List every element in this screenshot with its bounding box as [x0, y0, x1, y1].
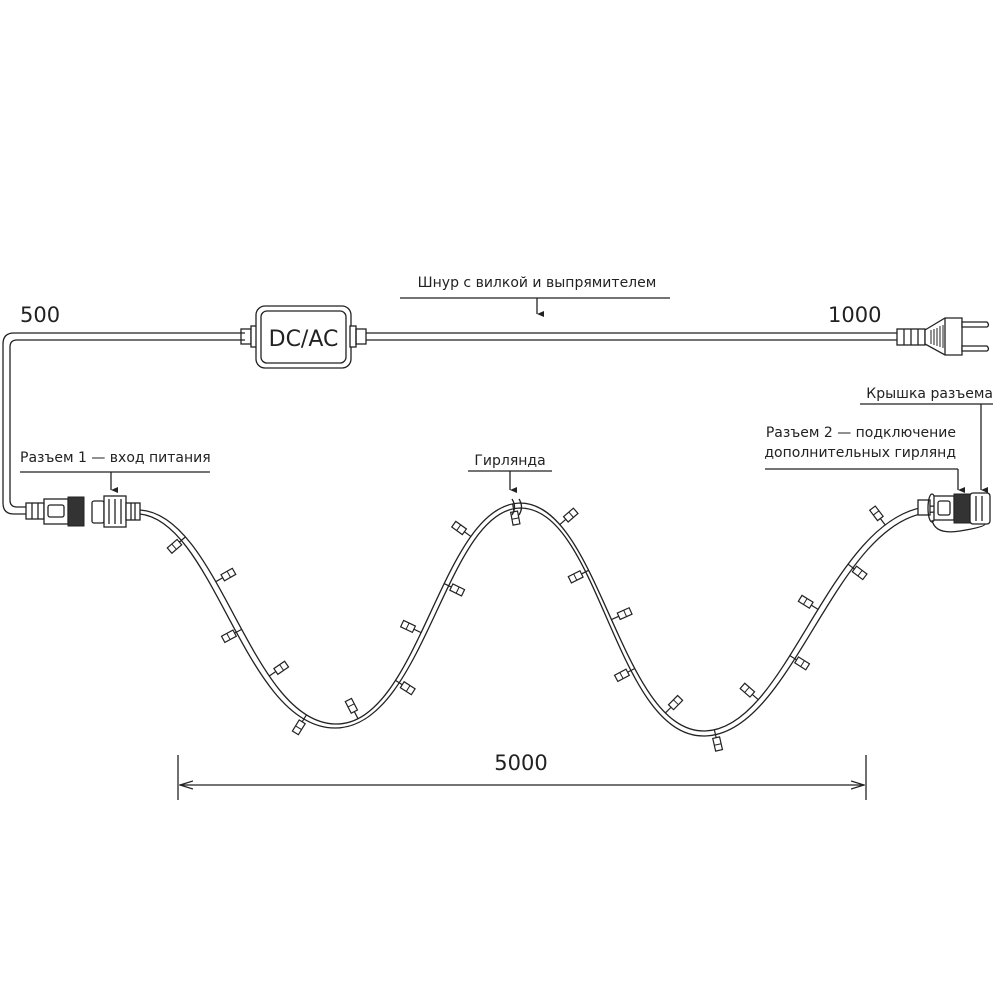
bulb-icon: [847, 563, 868, 581]
connector2-label-line2: дополнительных гирлянд: [764, 445, 956, 461]
connector2-label-line1: Разъем 2 — подключение: [766, 425, 956, 441]
garland-label: Гирлянда: [474, 453, 545, 469]
garland-length-label: 5000: [494, 751, 547, 775]
break-mark-icon: [511, 498, 523, 516]
cord-label: Шнур с вилкой и выпрямителем: [418, 275, 657, 291]
bulb-icon: [868, 505, 886, 526]
right-length-label: 1000: [828, 303, 881, 327]
power-cord-left: [2, 332, 245, 515]
garland: [139, 502, 936, 752]
bulb-icon: [215, 567, 237, 583]
bulb-icon: [450, 520, 472, 537]
bulb-icon: [399, 619, 422, 634]
bulb-icon: [611, 606, 633, 621]
connector1-female-icon: [91, 495, 141, 528]
connector1-male-icon: [25, 496, 85, 527]
bulb-icon: [395, 679, 416, 696]
bulb-icon: [166, 536, 186, 555]
connector-cap-icon: [931, 492, 991, 533]
dc-ac-converter: DC/AC: [240, 305, 367, 369]
connector2-icon: [917, 493, 971, 524]
left-length-label: 500: [20, 303, 60, 327]
bulb-icon: [443, 583, 466, 597]
bulb-icon: [220, 628, 242, 644]
bulb-icon: [789, 655, 811, 671]
power-plug-icon: [896, 317, 990, 356]
bulb-icon: [739, 682, 759, 701]
bulb-icon: [797, 594, 819, 610]
bulb-icon: [344, 697, 359, 719]
connector1-label: Разъем 1 — вход питания: [20, 450, 211, 466]
bulb-icon: [613, 667, 636, 683]
bulb-icon: [712, 729, 724, 752]
cap-label: Крышка разъема: [866, 386, 993, 402]
garland-length-dimension: 5000: [177, 751, 867, 800]
power-cord-right: [366, 332, 897, 341]
bulb-icon: [268, 660, 290, 677]
bulb-icon: [664, 694, 684, 714]
converter-label: DC/AC: [269, 327, 339, 352]
bulb-icon: [559, 507, 579, 526]
bulb-icon: [291, 714, 307, 736]
bulb-icon: [567, 569, 589, 584]
